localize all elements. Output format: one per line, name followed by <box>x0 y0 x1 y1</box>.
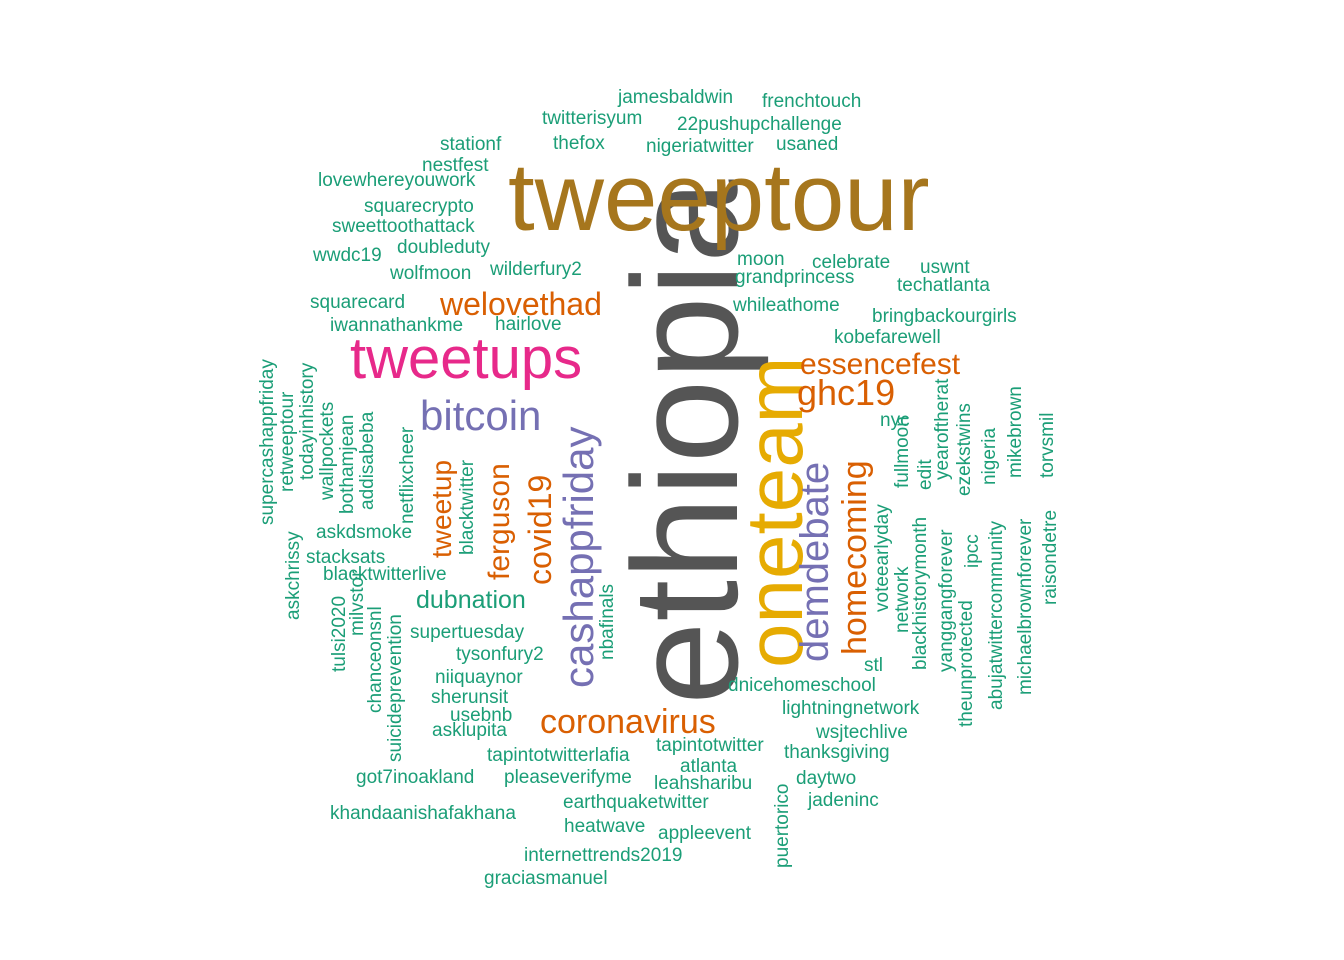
word-squarecard: squarecard <box>310 292 406 313</box>
word-mikebrown: mikebrown <box>1005 386 1026 478</box>
word-voteearlyday: voteearlyday <box>872 504 893 612</box>
word-fullmoon: fullmoon <box>892 416 913 488</box>
word-sweettoothattack: sweettoothattack <box>332 216 475 237</box>
word-atlanta: atlanta <box>680 756 738 777</box>
word-khandaanishafakhana: khandaanishafakhana <box>330 803 516 824</box>
word-frenchtouch: frenchtouch <box>762 91 862 112</box>
word-grandprincess: grandprincess <box>735 267 855 288</box>
word-wallpockets: wallpockets <box>317 401 338 500</box>
word-netflixcheer: netflixcheer <box>397 426 418 524</box>
word-nigeria: nigeria <box>979 427 1000 485</box>
word-internettrends2019: internettrends2019 <box>524 845 683 866</box>
word-stl: stl <box>864 655 883 676</box>
word-theunprotected: theunprotected <box>956 600 977 727</box>
word-blackhistorymonth: blackhistorymonth <box>910 516 931 670</box>
word-ipcc: ipcc <box>962 534 983 568</box>
word-bringbackourgirls: bringbackourgirls <box>872 306 1017 327</box>
word-nigeriatwitter: nigeriatwitter <box>646 136 754 157</box>
word-asklupita: asklupita <box>432 720 507 741</box>
word-cashappfriday: cashappfriday <box>555 426 602 689</box>
word-raisondetre: raisondetre <box>1040 509 1061 605</box>
word-blacktwitterlive: blacktwitterlive <box>323 564 447 585</box>
word-stacksats: stacksats <box>306 547 386 568</box>
word-demdebate: demdebate <box>793 461 837 662</box>
word-todayinhistory: todayinhistory <box>297 362 318 480</box>
word-tweetup: tweetup <box>426 459 457 558</box>
word-ezekstwins: ezekstwins <box>954 403 975 496</box>
word-usebnb: usebnb <box>450 705 513 726</box>
word-bitcoin: bitcoin <box>420 392 542 439</box>
word-doubleduty: doubleduty <box>397 237 490 258</box>
word-heatwave: heatwave <box>564 816 646 837</box>
word-puertorico: puertorico <box>772 783 793 869</box>
word-uswnt: uswnt <box>920 257 970 278</box>
word-daytwo: daytwo <box>796 768 857 789</box>
word-twitterisyum: twitterisyum <box>542 108 643 129</box>
word-dubnation: dubnation <box>416 586 526 614</box>
word-torvsmil: torvsmil <box>1037 412 1058 478</box>
word-covid19: covid19 <box>522 474 558 585</box>
word-wsjtechlive: wsjtechlive <box>816 722 908 743</box>
word-earthquaketwitter: earthquaketwitter <box>563 792 709 813</box>
word-pleaseverifyme: pleaseverifyme <box>504 767 632 788</box>
word-nestfest: nestfest <box>422 155 489 176</box>
word-supercashappfriday: supercashappfriday <box>257 359 278 525</box>
word-yearoftherat: yearoftherat <box>932 378 953 480</box>
word-ghc19: ghc19 <box>797 372 896 413</box>
word-retweeptour: retweeptour <box>277 391 298 492</box>
word-askchrissy: askchrissy <box>283 531 304 620</box>
word-welovethad: welovethad <box>440 286 602 322</box>
word-addisabeba: addisabeba <box>357 411 378 510</box>
word-bothamjean: bothamjean <box>337 414 358 514</box>
word-tweeptour: tweeptour <box>508 144 930 251</box>
word-celebrate: celebrate <box>812 252 891 273</box>
word-hairlove: hairlove <box>495 314 562 335</box>
word-thanksgiving: thanksgiving <box>784 742 890 763</box>
word-tysonfury2: tysonfury2 <box>456 644 544 665</box>
word-stationf: stationf <box>440 134 502 155</box>
word-niiquaynor: niiquaynor <box>435 667 523 688</box>
word-nyc: nyc <box>880 410 910 431</box>
word-suicideprevention: suicideprevention <box>385 614 406 762</box>
word-techatlanta: techatlanta <box>897 275 990 296</box>
word-coronavirus: coronavirus <box>540 703 716 741</box>
word-abujatwittercommunity: abujatwittercommunity <box>986 520 1007 710</box>
word-tapintotwitterlafia: tapintotwitterlafia <box>487 745 630 766</box>
word-yanggangforever: yanggangforever <box>936 529 957 672</box>
word-askdsmoke: askdsmoke <box>316 522 413 543</box>
word-graciasmanuel: graciasmanuel <box>484 868 608 889</box>
word-lovewhereyouwork: lovewhereyouwork <box>318 170 476 191</box>
word-moon: moon <box>737 249 785 270</box>
word-homecoming: homecoming <box>836 460 874 655</box>
word-kobefarewell: kobefarewell <box>834 327 941 348</box>
word-tweetups: tweetups <box>350 326 583 391</box>
word-lightningnetwork: lightningnetwork <box>782 698 920 719</box>
word-appleevent: appleevent <box>658 823 751 844</box>
word-wolfmoon: wolfmoon <box>390 263 472 284</box>
word-squarecrypto: squarecrypto <box>364 196 474 217</box>
word-essencefest: essencefest <box>800 348 961 381</box>
word-nbafinals: nbafinals <box>597 583 618 660</box>
word-22pushupchallenge: 22pushupchallenge <box>677 114 842 135</box>
word-tapintotwitter: tapintotwitter <box>656 735 764 756</box>
word-jadeninc: jadeninc <box>808 790 879 811</box>
word-got7inoakland: got7inoakland <box>356 767 475 788</box>
word-michaelbrownforever: michaelbrownforever <box>1015 518 1036 695</box>
word-ferguson: ferguson <box>483 463 516 580</box>
word-jamesbaldwin: jamesbaldwin <box>618 87 734 108</box>
word-blacktwitter: blacktwitter <box>457 459 478 555</box>
word-sherunsit: sherunsit <box>431 687 509 708</box>
word-usaned: usaned <box>776 134 839 155</box>
word-thefox: thefox <box>553 133 605 154</box>
word-whileathome: whileathome <box>733 295 840 316</box>
word-wilderfury2: wilderfury2 <box>490 259 582 280</box>
word-leahsharibu: leahsharibu <box>654 773 753 794</box>
word-iwannathankme: iwannathankme <box>330 315 464 336</box>
word-wwdc19: wwdc19 <box>313 245 382 266</box>
word-supertuesday: supertuesday <box>410 622 525 643</box>
word-chanceonsnl: chanceonsnl <box>365 606 386 713</box>
word-dnicehomeschool: dnicehomeschool <box>728 675 876 696</box>
